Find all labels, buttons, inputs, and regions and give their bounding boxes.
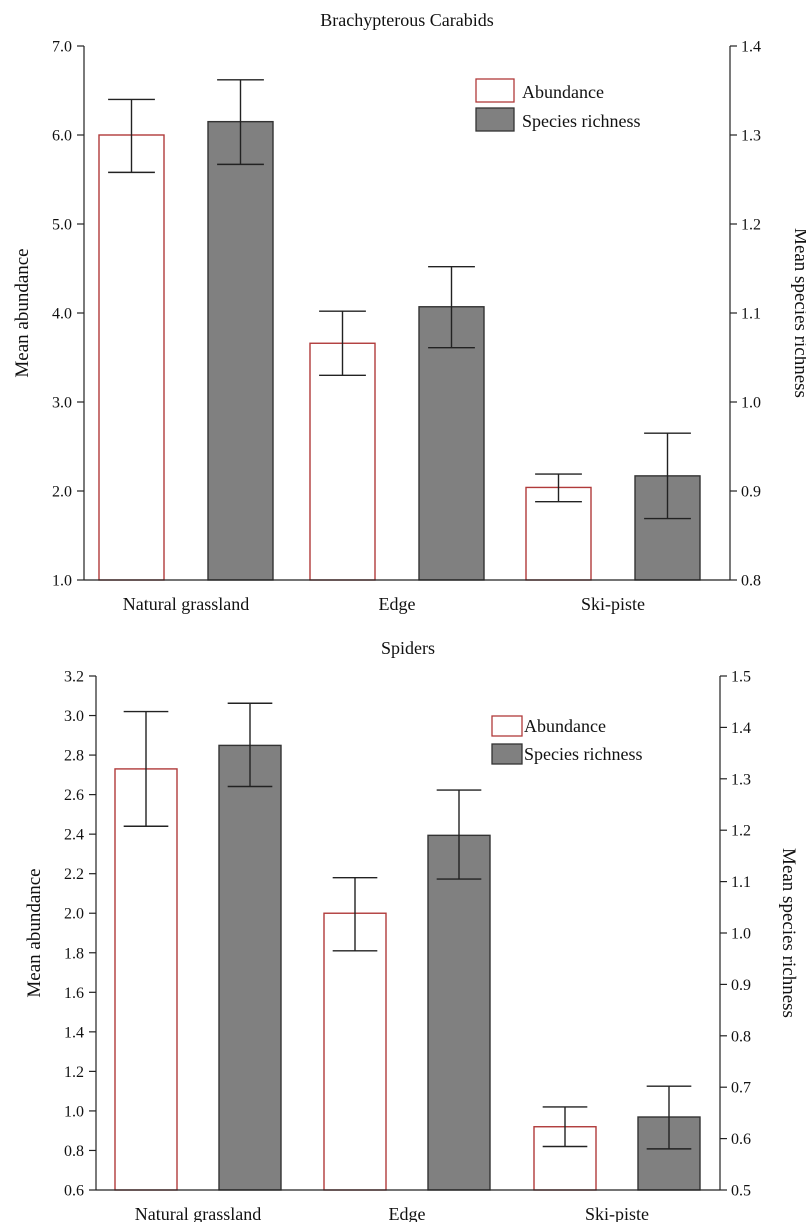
error-bar [227,702,273,788]
x-tick-label: Natural grassland [123,594,249,614]
legend: Abundance Species richness [491,715,642,765]
y2-tick-label: 0.6 [731,1131,751,1148]
chart-panel: Brachypterous Carabids 1.0 2.0 3.0 4.0 5.0 6.0… [12,10,806,614]
legend-swatch-richness [491,743,523,765]
error-bar [644,432,691,520]
y-tick-label: 3.2 [64,669,84,686]
legend-swatch-abundance [491,715,523,737]
abundance-bar [114,768,178,1191]
y2-tick-label: 0.8 [741,573,761,590]
legend-label: Abundance [524,716,606,736]
y2-tick-label: 0.5 [731,1183,751,1200]
y-tick-label: 0.8 [64,1143,84,1160]
y-tick-label: 0.6 [64,1183,84,1200]
y2-tick-label: 1.4 [731,720,751,737]
abundance-bar [309,342,376,581]
y-tick-label: 2.0 [64,906,84,923]
y-tick-label: 1.8 [64,945,84,962]
y-tick-label: 1.6 [64,985,84,1002]
legend-swatch-abundance [475,78,515,103]
y-tick-label: 2.0 [52,484,72,501]
error-bar [436,789,482,880]
error-bar [332,876,378,952]
y2-axis-label: Mean species richness [778,848,799,1018]
x-tick-label: Ski-piste [581,594,645,614]
richness-bar [207,120,274,581]
y2-tick-label: 1.1 [731,874,751,891]
legend: Abundance Species richness [475,78,640,132]
chart-title: Spiders [381,638,435,658]
legend-label: Species richness [522,111,640,131]
y-tick-label: 2.4 [64,827,84,844]
abundance-bar [323,912,387,1191]
y-tick-label: 2.2 [64,866,84,883]
y-tick-label: 2.6 [64,787,84,804]
y2-tick-label: 0.8 [731,1028,751,1045]
x-tick-label: Ski-piste [585,1204,649,1222]
x-tick-label: Natural grassland [135,1204,261,1222]
y-tick-label: 1.4 [64,1024,84,1041]
y-axis-label: Mean abundance [12,248,33,377]
y-tick-label: 1.0 [52,573,72,590]
y2-tick-label: 0.9 [731,977,751,994]
x-tick-label: Edge [389,1204,426,1222]
y-tick-label: 1.2 [64,1064,84,1081]
y-tick-label: 7.0 [52,39,72,56]
y2-tick-label: 1.1 [741,306,761,323]
y2-tick-label: 1.2 [731,823,751,840]
x-tick-label: Edge [379,594,416,614]
y2-tick-label: 1.5 [731,669,751,686]
y-tick-label: 1.0 [64,1103,84,1120]
abundance-bar [98,134,165,581]
chart-title: Brachypterous Carabids [320,10,493,30]
error-bar [217,79,264,166]
y2-tick-label: 1.3 [731,771,751,788]
error-bar [535,473,582,503]
legend-label: Abundance [522,82,604,102]
y2-tick-label: 1.0 [731,926,751,943]
y2-tick-label: 1.4 [741,39,761,56]
y-tick-label: 3.0 [52,395,72,412]
chart-panel: Spiders 0.6 0.8 1.0 1.2 1.4 1.6 1.8 2.0 2.2 2.4 2.6… [24,638,799,1222]
legend-swatch-richness [475,107,515,132]
error-bar [108,98,155,174]
y-tick-label: 2.8 [64,748,84,765]
error-bar [646,1085,692,1150]
y-tick-label: 3.0 [64,708,84,725]
error-bar [319,310,366,376]
error-bar [123,710,169,827]
y2-tick-label: 1.0 [741,395,761,412]
abundance-bar [533,1126,597,1191]
y-tick-label: 6.0 [52,128,72,145]
y2-axis-label: Mean species richness [790,228,806,398]
y2-tick-label: 1.2 [741,217,761,234]
y-tick-label: 5.0 [52,217,72,234]
error-bar [428,266,475,349]
y-axis-label: Mean abundance [24,868,45,997]
richness-bar [218,744,282,1191]
legend-label: Species richness [524,744,642,764]
y2-tick-label: 1.3 [741,128,761,145]
y2-tick-label: 0.9 [741,484,761,501]
y2-tick-label: 0.7 [731,1080,751,1097]
y-tick-label: 4.0 [52,306,72,323]
error-bar [542,1106,588,1148]
richness-bar [427,834,491,1191]
